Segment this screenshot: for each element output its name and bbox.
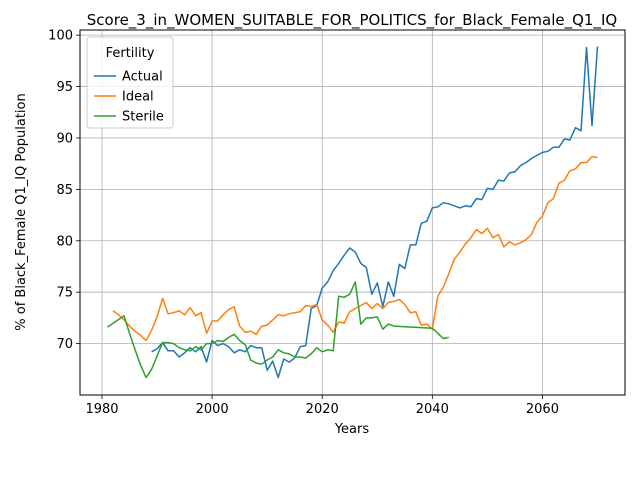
legend-label-sterile: Sterile xyxy=(122,110,164,125)
series-line-actual xyxy=(151,46,599,379)
series-lines xyxy=(107,46,599,379)
y-tick-label: 85 xyxy=(56,183,73,198)
y-axis-label: % of Black_Female Q1_IQ Population xyxy=(14,93,29,330)
x-tick-label: 2000 xyxy=(196,402,229,417)
y-tick-label: 70 xyxy=(56,337,73,352)
legend-label-actual: Actual xyxy=(122,70,163,85)
y-tick-label: 80 xyxy=(56,234,73,249)
legend-label-ideal: Ideal xyxy=(122,90,154,105)
series-line-ideal xyxy=(112,155,598,342)
series-line-sterile xyxy=(107,281,449,379)
x-tick-label: 2020 xyxy=(306,402,339,417)
x-tick-label: 1980 xyxy=(85,402,118,417)
x-axis-label: Years xyxy=(334,422,370,437)
legend-box xyxy=(86,36,174,129)
plot-frame xyxy=(79,29,626,396)
axis-ticks: 1980 2000 2020 2040 2060 70 75 80 85 90 95 100 xyxy=(48,29,559,417)
legend-title: Fertility xyxy=(106,46,155,61)
legend: Fertility Actual Ideal Sterile xyxy=(86,36,174,129)
y-tick-label: 90 xyxy=(56,131,73,146)
y-tick-label: 75 xyxy=(56,286,73,301)
x-tick-label: 2060 xyxy=(526,402,559,417)
x-tick-label: 2040 xyxy=(416,402,449,417)
chart-title: Score_3_in_WOMEN_SUITABLE_FOR_POLITICS_f… xyxy=(87,11,617,30)
y-tick-label: 95 xyxy=(56,80,73,95)
y-tick-label: 100 xyxy=(48,29,73,44)
